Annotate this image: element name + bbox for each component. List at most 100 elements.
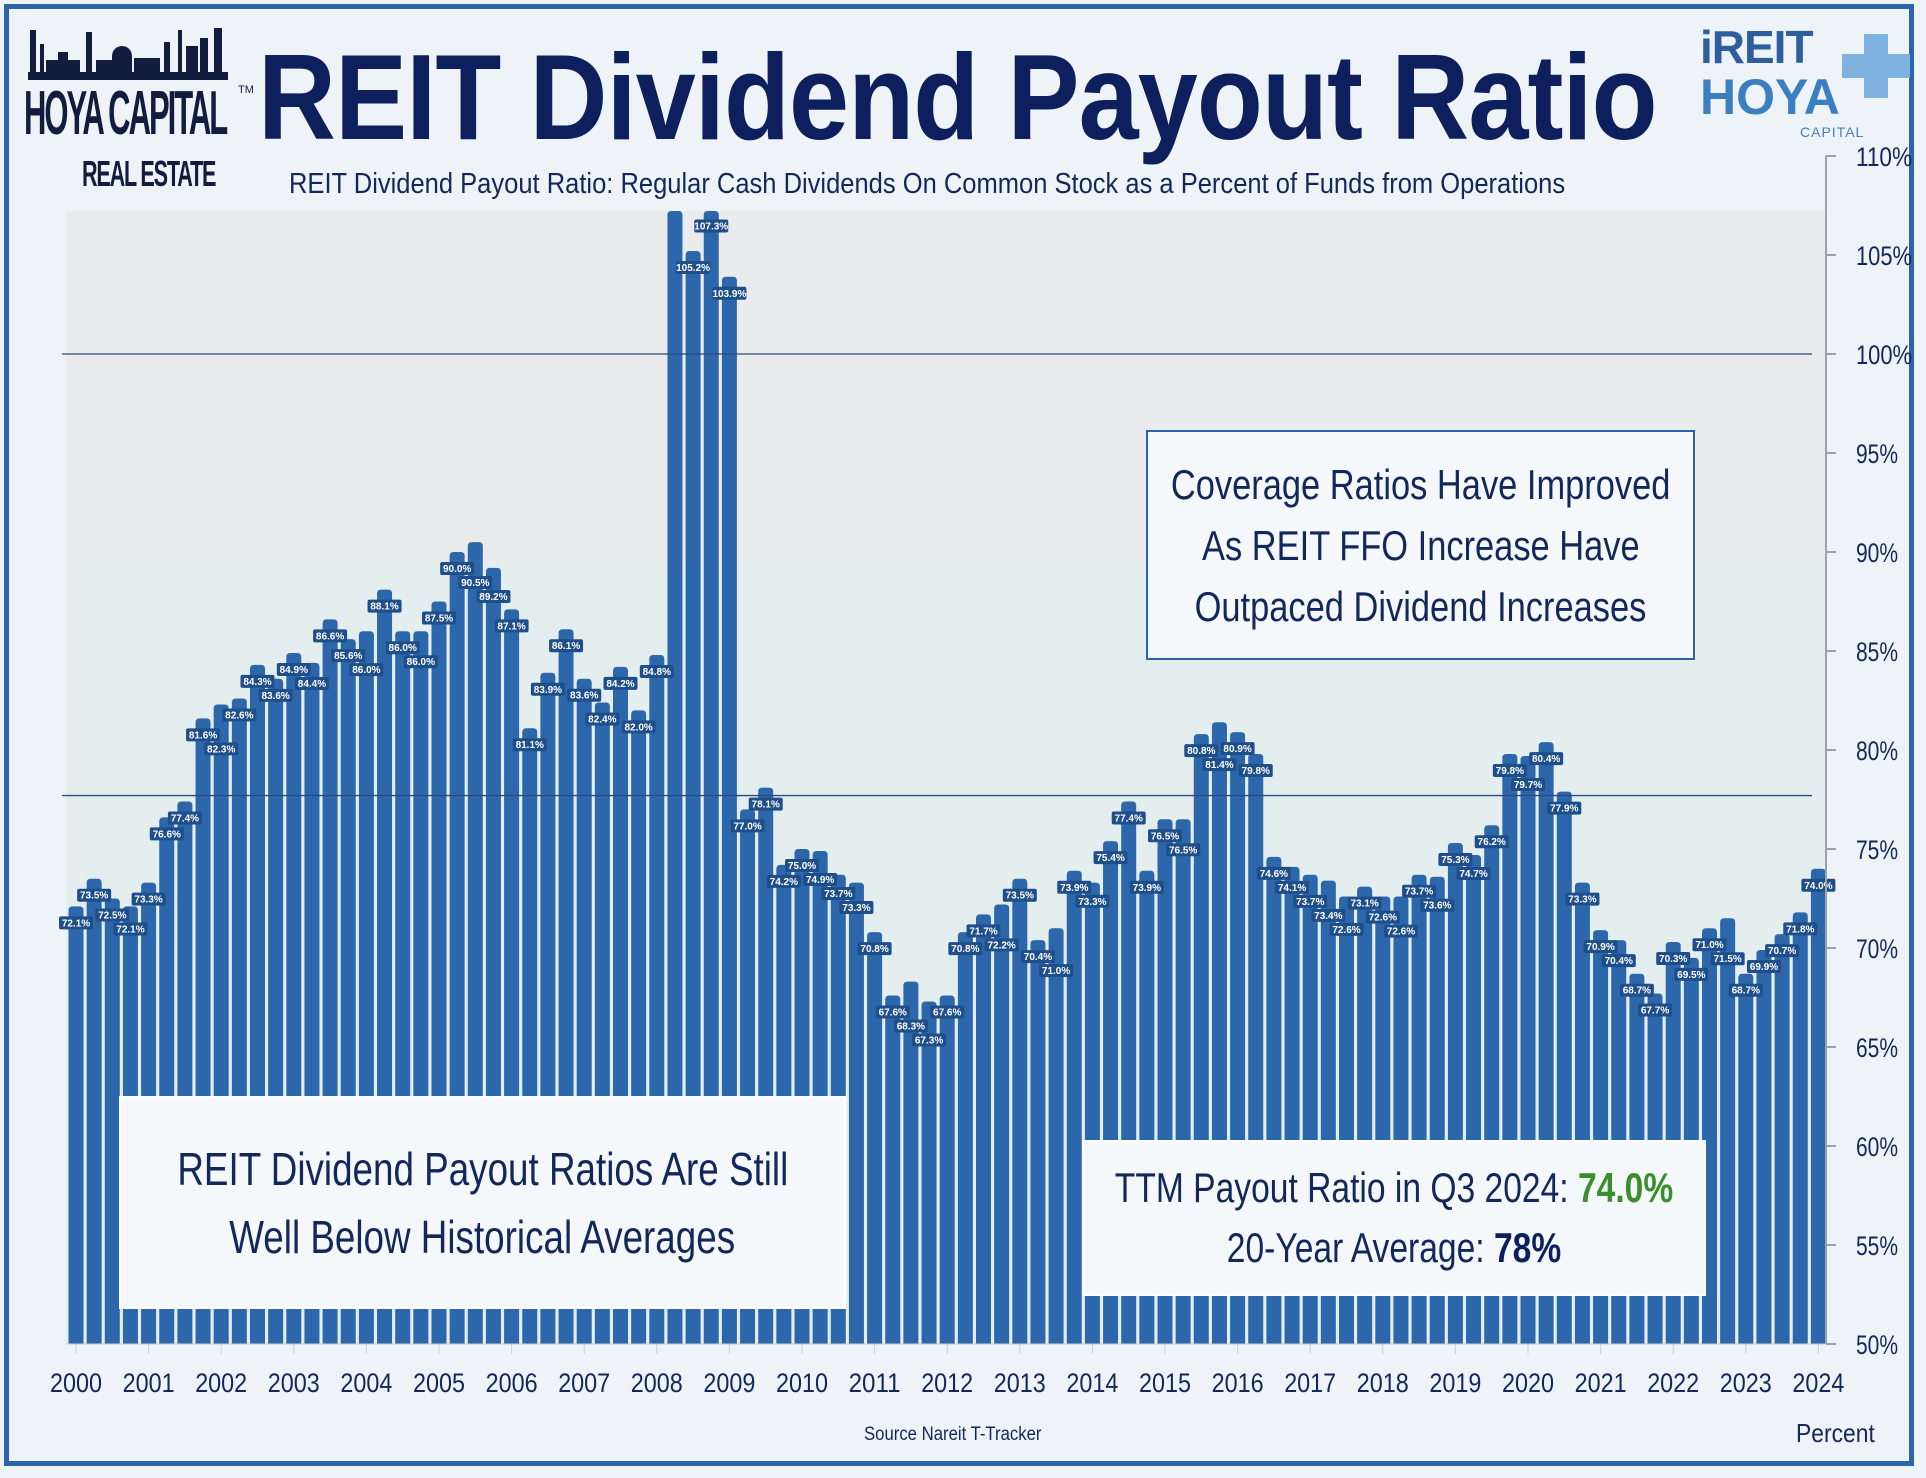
bar-label: 69.5% bbox=[1677, 970, 1705, 981]
bar-label: 83.6% bbox=[570, 691, 598, 702]
bar-label-bg bbox=[422, 611, 456, 625]
bar-label-bg bbox=[567, 688, 602, 702]
bar-label: 67.6% bbox=[879, 1008, 907, 1019]
bar-label: 79.8% bbox=[1242, 766, 1270, 777]
bar-label-bg bbox=[948, 942, 983, 956]
bar-label-bg bbox=[1402, 884, 1437, 898]
bar-label: 70.3% bbox=[1659, 954, 1687, 965]
bar-label-bg bbox=[821, 887, 856, 900]
annotation-line: Outpaced Dividend Increases bbox=[1194, 582, 1647, 630]
bar-label-bg bbox=[1202, 758, 1237, 772]
bar-label-bg bbox=[1674, 967, 1709, 981]
bar-label: 73.6% bbox=[1423, 901, 1451, 912]
bar bbox=[994, 904, 1010, 1344]
bar-label-bg bbox=[1311, 908, 1346, 922]
bar bbox=[957, 932, 973, 1344]
bar-label: 73.5% bbox=[80, 891, 108, 902]
bar-label: 86.0% bbox=[389, 643, 417, 654]
bar-label-bg bbox=[1093, 851, 1128, 865]
bar-label-bg bbox=[440, 562, 475, 575]
bar-label: 73.7% bbox=[824, 889, 852, 900]
outer-frame bbox=[4, 4, 1914, 1466]
bar-label: 84.9% bbox=[280, 665, 308, 676]
bar-label-bg bbox=[785, 859, 819, 872]
bar bbox=[1792, 912, 1808, 1344]
bar-label: 73.5% bbox=[1006, 891, 1034, 902]
bar-label: 69.9% bbox=[1750, 962, 1778, 973]
bar-label-bg bbox=[748, 797, 783, 811]
bar bbox=[703, 211, 719, 1344]
bar bbox=[976, 914, 991, 1344]
bar-label: 76.5% bbox=[1151, 831, 1179, 842]
x-tick-label: 2016 bbox=[1212, 1368, 1264, 1398]
bar-label: 70.4% bbox=[1605, 956, 1633, 967]
x-tick-label: 2004 bbox=[340, 1368, 392, 1398]
x-tick-label: 2017 bbox=[1284, 1368, 1336, 1398]
bar-label: 67.7% bbox=[1641, 1006, 1669, 1017]
bar-label-bg bbox=[1511, 777, 1545, 791]
bar-label: 68.7% bbox=[1623, 986, 1651, 997]
bar-label-bg bbox=[1420, 898, 1455, 912]
plus-logo-icon bbox=[1842, 34, 1910, 98]
bar-label: 68.7% bbox=[1732, 986, 1760, 997]
y-tick-label: 100% bbox=[1856, 340, 1912, 370]
bar bbox=[1066, 870, 1082, 1344]
reference-lines bbox=[62, 353, 1812, 797]
bar-label: 83.6% bbox=[261, 691, 289, 702]
bar-label: 75.4% bbox=[1096, 853, 1124, 864]
bar bbox=[921, 1001, 937, 1344]
bar-label: 75.3% bbox=[1441, 855, 1469, 866]
bar-label-bg bbox=[549, 639, 584, 653]
bar-label: 86.0% bbox=[352, 665, 380, 676]
bar-label-bg bbox=[766, 874, 801, 888]
bar-label-bg bbox=[1692, 938, 1727, 952]
bar-label: 84.3% bbox=[243, 677, 271, 688]
bar-label: 78.1% bbox=[752, 800, 780, 811]
bar-label-bg bbox=[912, 1033, 947, 1047]
bar-label-bg bbox=[1075, 894, 1110, 908]
bar-label: 73.9% bbox=[1133, 883, 1161, 894]
bar-label-bg bbox=[857, 942, 892, 956]
bar-label: 70.8% bbox=[860, 944, 888, 955]
bar-label: 68.3% bbox=[897, 1022, 925, 1033]
bar-label-bg bbox=[1710, 952, 1745, 966]
x-tick-label: 2001 bbox=[123, 1368, 175, 1398]
bar-label-bg bbox=[1438, 853, 1473, 867]
bar-label: 67.6% bbox=[933, 1008, 961, 1019]
bar-label-bg bbox=[131, 892, 166, 906]
hoya-capital-skyline-logo bbox=[28, 28, 228, 80]
y-tick-label: 80% bbox=[1856, 736, 1898, 766]
x-tick-label: 2007 bbox=[558, 1368, 610, 1398]
coverage-annotation: Coverage Ratios Have Improved As REIT FF… bbox=[1146, 430, 1695, 660]
bar-label: 73.7% bbox=[1296, 897, 1324, 908]
bar-labels: 72.1% 73.5% 72.5% 72.1% 73.3% 76.6% 77.4% 81.6%… bbox=[59, 219, 1836, 1047]
bar-label: 77.4% bbox=[171, 813, 199, 824]
bar-label: 86.0% bbox=[407, 657, 435, 668]
bar-label-bg bbox=[1456, 867, 1491, 881]
bar-label-bg bbox=[803, 873, 838, 886]
bar-label: 105.2% bbox=[676, 263, 710, 274]
bar-label-bg bbox=[1166, 843, 1201, 857]
bar-label-bg bbox=[1619, 983, 1654, 997]
annotation-line: As REIT FFO Increase Have bbox=[1201, 521, 1640, 569]
bar-label: 79.7% bbox=[1514, 780, 1542, 791]
x-tick-label: 2003 bbox=[268, 1368, 320, 1398]
below-average-annotation: REIT Dividend Payout Ratios Are Still We… bbox=[119, 1096, 846, 1309]
bar-label: 71.0% bbox=[1695, 940, 1723, 951]
bar-label: 80.4% bbox=[1532, 754, 1560, 765]
bar-label-bg bbox=[149, 827, 184, 841]
bar-label-bg bbox=[1765, 944, 1800, 958]
bar-label-bg bbox=[95, 908, 130, 922]
bar bbox=[939, 995, 955, 1344]
bar-label: 90.5% bbox=[461, 578, 489, 589]
y-tick-label: 60% bbox=[1856, 1132, 1898, 1162]
bar-label-bg bbox=[258, 688, 293, 702]
x-tick-label: 2019 bbox=[1429, 1368, 1481, 1398]
ttm-label: TTM Payout Ratio in Q3 2024: bbox=[1114, 1164, 1578, 1211]
capital-logo-text: CAPITAL bbox=[1800, 124, 1865, 140]
bar-label: 71.0% bbox=[1042, 966, 1070, 977]
bar bbox=[1756, 949, 1772, 1344]
bar-label: 73.3% bbox=[842, 903, 870, 914]
bar-label: 67.3% bbox=[915, 1036, 943, 1047]
bar-label-bg bbox=[494, 619, 529, 633]
